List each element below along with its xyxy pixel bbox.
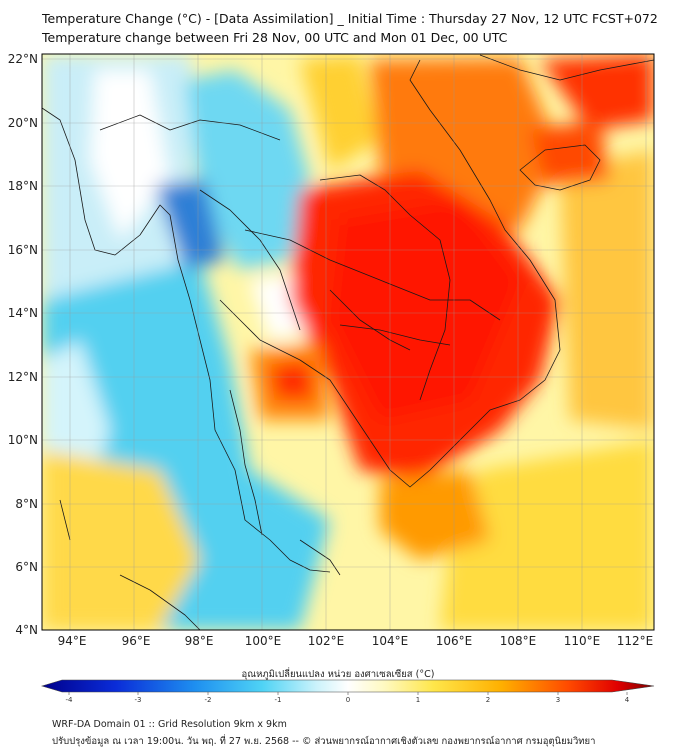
- lon-label: 98°E: [185, 634, 214, 648]
- lon-label: 96°E: [122, 634, 151, 648]
- map-title: Temperature Change (°C) - [Data Assimila…: [42, 11, 658, 26]
- lat-label: 16°N: [8, 243, 38, 257]
- colorbar-tick-label: 3: [556, 696, 560, 704]
- colorbar-tick-label: -1: [275, 696, 282, 704]
- lat-label: 20°N: [8, 116, 38, 130]
- lon-label: 104°E: [372, 634, 409, 648]
- lon-label: 94°E: [58, 634, 87, 648]
- colorbar-ticks: [68, 692, 628, 695]
- colorbar-title: อุณหภูมิเปลี่ยนแปลง หน่วย องศาเซลเซียส (…: [241, 669, 435, 680]
- colorbar-tick-label: 0: [346, 696, 350, 704]
- lat-label: 22°N: [8, 52, 38, 66]
- lat-label: 10°N: [8, 433, 38, 447]
- lat-label: 8°N: [15, 497, 38, 511]
- colorbar-tick-label: 1: [416, 696, 420, 704]
- colorbar-tick-label: 4: [625, 696, 630, 704]
- coastlines: [42, 54, 654, 630]
- colorbar: -4 -3 -2 -1 0 1 2 3 4: [40, 679, 655, 704]
- colorbar-tick-label: -4: [66, 696, 74, 704]
- footer-model-info: WRF-DA Domain 01 :: Grid Resolution 9km …: [52, 719, 287, 730]
- colorbar-bar: [40, 679, 655, 693]
- footer-credit: ปรับปรุงข้อมูล ณ เวลา 19:00น. วัน พฤ. ที…: [52, 736, 596, 747]
- map-subtitle: Temperature change between Fri 28 Nov, 0…: [42, 30, 508, 45]
- lon-label: 106°E: [436, 634, 473, 648]
- lon-label: 110°E: [564, 634, 601, 648]
- lat-label: 14°N: [8, 306, 38, 320]
- graticule: [42, 54, 654, 630]
- latitude-labels: 22°N 20°N 18°N 16°N 14°N 12°N 10°N 8°N 6…: [8, 52, 38, 637]
- lon-label: 108°E: [500, 634, 537, 648]
- map-frame: [41, 53, 655, 631]
- longitude-labels: 94°E 96°E 98°E 100°E 102°E 104°E 106°E 1…: [58, 634, 654, 648]
- lat-label: 12°N: [8, 370, 38, 384]
- lon-label: 112°E: [617, 634, 654, 648]
- lon-label: 102°E: [308, 634, 345, 648]
- colorbar-tick-label: 2: [486, 696, 490, 704]
- colorbar-tick-label: -2: [205, 696, 212, 704]
- colorbar-tick-label: -3: [135, 696, 142, 704]
- lat-label: 6°N: [15, 560, 38, 574]
- temperature-field: [42, 54, 654, 630]
- lat-label: 18°N: [8, 179, 38, 193]
- lat-label: 4°N: [15, 623, 38, 637]
- lon-label: 100°E: [245, 634, 282, 648]
